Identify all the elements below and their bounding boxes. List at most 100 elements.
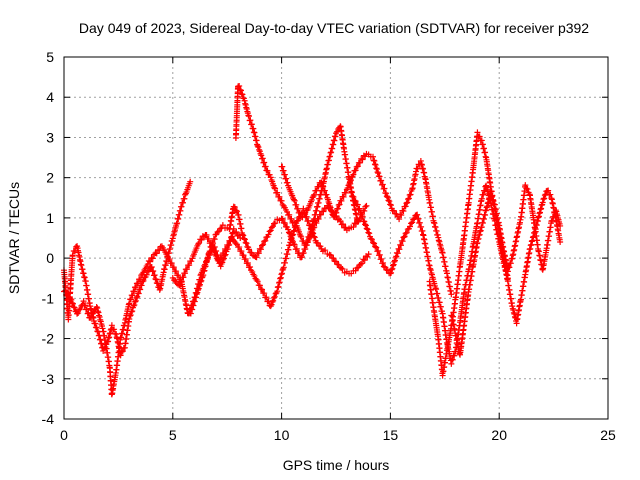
- data-point: [218, 254, 225, 261]
- data-point: [178, 203, 185, 210]
- data-point: [328, 208, 335, 215]
- data-point: [327, 252, 334, 259]
- data-point: [189, 306, 196, 313]
- data-point: [369, 153, 376, 160]
- data-point: [80, 298, 87, 305]
- data-point: [323, 191, 330, 198]
- data-point: [524, 186, 531, 193]
- data-point: [214, 229, 221, 236]
- data-point: [225, 242, 232, 249]
- data-point: [378, 255, 385, 262]
- data-point: [404, 199, 411, 206]
- data-point: [71, 304, 78, 311]
- data-point: [236, 82, 243, 89]
- data-point: [347, 177, 354, 184]
- data-point: [143, 271, 150, 278]
- data-point: [400, 208, 407, 215]
- data-point: [451, 352, 458, 359]
- data-point: [362, 221, 369, 228]
- data-point: [208, 244, 215, 251]
- data-point: [299, 214, 306, 221]
- data-point: [304, 238, 311, 245]
- data-point: [168, 260, 175, 267]
- data-point: [232, 207, 239, 214]
- data-point: [359, 156, 366, 163]
- data-point: [237, 86, 244, 93]
- data-point: [363, 202, 370, 209]
- data-point: [476, 133, 483, 140]
- data-point: [352, 167, 359, 174]
- data-point: [504, 268, 511, 275]
- data-point: [233, 229, 240, 236]
- data-point: [361, 207, 368, 214]
- data-point: [262, 163, 269, 170]
- data-point: [302, 211, 309, 218]
- data-point: [216, 258, 223, 265]
- data-point: [296, 209, 303, 216]
- data-point: [547, 191, 554, 198]
- y-tick-label: 2: [46, 170, 54, 186]
- data-point: [145, 257, 152, 264]
- data-point: [405, 195, 412, 202]
- data-point: [487, 189, 494, 196]
- data-point: [281, 220, 288, 227]
- data-point: [236, 244, 243, 251]
- data-point: [291, 241, 298, 248]
- data-point: [181, 195, 188, 202]
- data-point: [68, 296, 75, 303]
- data-point: [378, 177, 385, 184]
- data-point: [248, 249, 255, 256]
- data-point: [82, 302, 89, 309]
- data-point: [135, 290, 142, 297]
- data-point: [402, 230, 409, 237]
- data-point: [317, 243, 324, 250]
- data-point: [74, 310, 81, 317]
- data-point: [134, 280, 141, 287]
- data-point: [132, 284, 139, 291]
- data-point: [191, 298, 198, 305]
- data-point: [147, 258, 154, 265]
- data-point: [391, 257, 398, 264]
- data-point: [416, 219, 423, 226]
- data-point: [131, 301, 138, 308]
- series-track-d: [187, 202, 370, 317]
- data-point: [211, 236, 218, 243]
- data-point: [328, 207, 335, 214]
- data-point: [338, 265, 345, 272]
- data-point: [403, 200, 410, 207]
- data-point: [373, 244, 380, 251]
- data-point: [361, 257, 368, 264]
- data-point: [407, 191, 414, 198]
- data-point: [290, 196, 297, 203]
- data-point: [317, 211, 324, 218]
- data-point: [346, 181, 353, 188]
- series-track-h: [426, 129, 564, 379]
- data-point: [390, 262, 397, 269]
- x-tick-label: 15: [383, 427, 399, 443]
- data-point: [352, 198, 359, 205]
- y-tick-label: 3: [46, 129, 54, 145]
- data-point: [373, 166, 380, 173]
- series-track-i: [448, 182, 564, 358]
- data-point: [233, 208, 240, 215]
- y-tick-label: 5: [46, 49, 54, 65]
- data-point: [269, 299, 276, 306]
- y-tick-label: 0: [46, 250, 54, 266]
- data-point: [260, 241, 267, 248]
- data-point: [399, 238, 406, 245]
- data-point: [137, 276, 144, 283]
- data-point: [254, 278, 261, 285]
- data-point: [299, 253, 305, 260]
- data-point: [245, 113, 252, 120]
- data-point: [357, 261, 364, 268]
- data-point: [382, 264, 389, 271]
- data-point: [170, 264, 177, 271]
- data-point: [119, 348, 126, 355]
- data-point: [132, 298, 139, 305]
- data-point: [405, 196, 412, 203]
- data-point: [339, 221, 346, 228]
- data-point: [188, 258, 195, 265]
- data-point: [205, 235, 212, 242]
- data-point: [196, 282, 203, 289]
